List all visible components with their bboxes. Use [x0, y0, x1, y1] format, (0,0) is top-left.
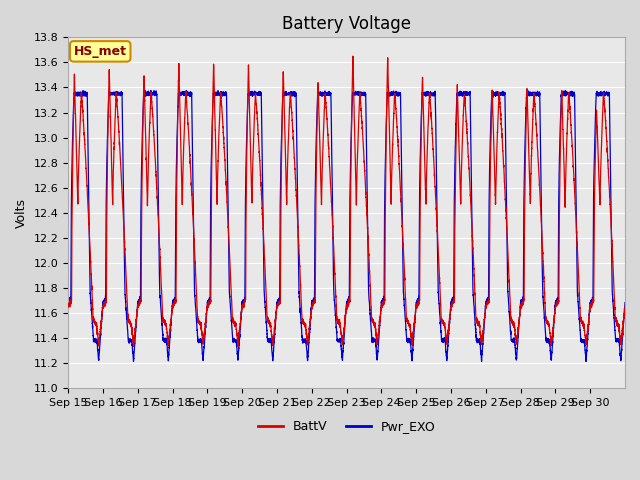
BattV [349, 53, 356, 59]
Pwr_EXO [131, 341, 139, 347]
BattV [234, 343, 242, 349]
BattV [151, 145, 159, 151]
Y-axis label: Volts: Volts [15, 198, 28, 228]
BattV [64, 301, 72, 307]
Legend: BattV, Pwr_EXO: BattV, Pwr_EXO [253, 415, 440, 438]
Pwr_EXO [621, 300, 629, 305]
BattV [503, 227, 511, 233]
BattV [621, 304, 629, 310]
Text: HS_met: HS_met [74, 45, 127, 58]
BattV [131, 329, 139, 335]
Pwr_EXO [114, 91, 122, 96]
Pwr_EXO [214, 90, 221, 96]
Line: BattV: BattV [68, 56, 625, 346]
Pwr_EXO [208, 137, 216, 143]
BattV [208, 162, 216, 168]
Line: Pwr_EXO: Pwr_EXO [68, 90, 625, 361]
BattV [114, 114, 122, 120]
Pwr_EXO [503, 223, 511, 228]
Pwr_EXO [151, 91, 159, 96]
Pwr_EXO [582, 359, 590, 364]
BattV [214, 178, 221, 183]
Pwr_EXO [64, 300, 72, 306]
Pwr_EXO [141, 87, 148, 93]
Title: Battery Voltage: Battery Voltage [282, 15, 411, 33]
